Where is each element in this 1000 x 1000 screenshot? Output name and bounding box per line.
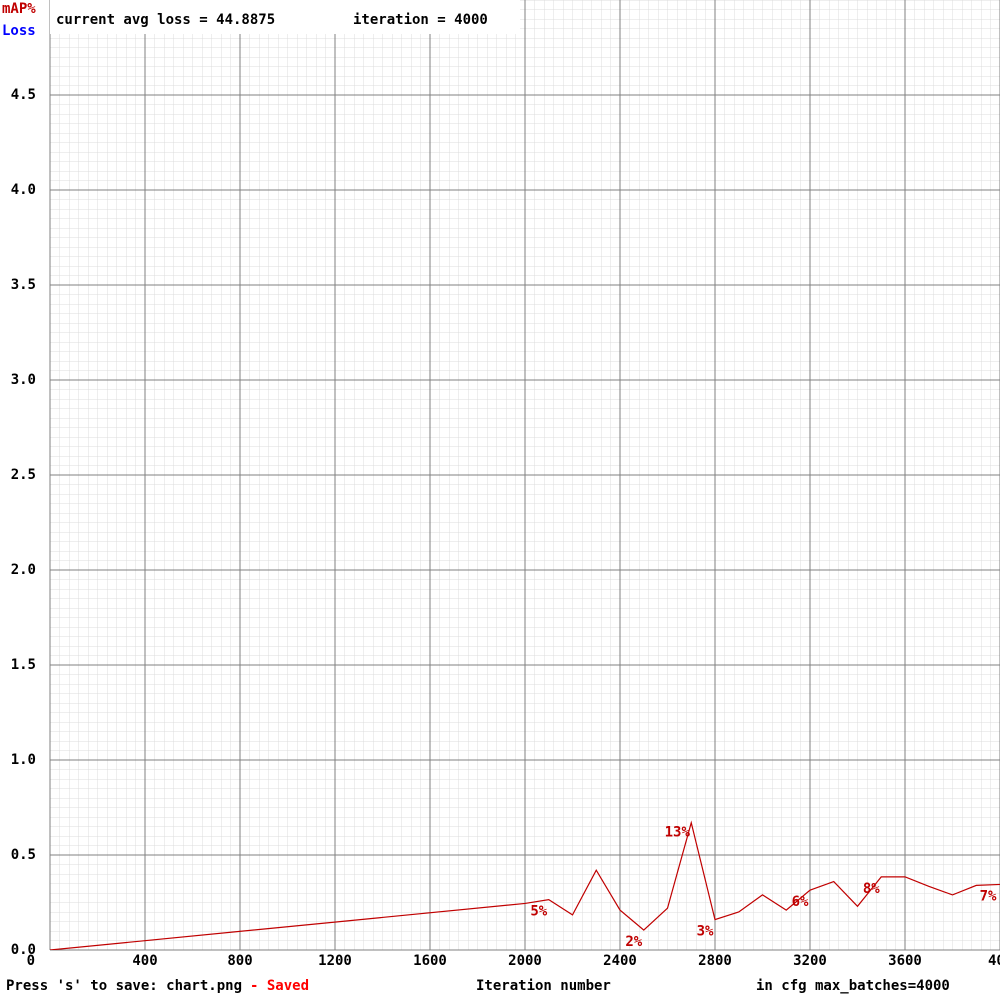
value-label: 2% xyxy=(625,934,642,950)
labels: 0.0 0.5 1.0 1.5 2.0 2.5 3.0 3.5 4.0 4.5 0 400 800 120… xyxy=(11,87,1000,969)
value-label: 5% xyxy=(530,904,547,920)
legend-map: mAP% xyxy=(2,1,36,17)
value-label: 7% xyxy=(980,888,997,904)
footer-left: Press 's' to save: chart.png xyxy=(6,978,242,994)
legend-loss: Loss xyxy=(2,23,36,39)
y-tick-label: 3.5 xyxy=(11,277,36,293)
y-tick-label: 4.5 xyxy=(11,87,36,103)
x-tick-label: 1600 xyxy=(413,953,447,969)
value-label: 8% xyxy=(863,881,880,897)
x-axis-label: Iteration number xyxy=(476,978,611,994)
y-tick-label: 0.0 xyxy=(11,942,36,958)
footer-right: in cfg max_batches=4000 xyxy=(756,978,950,994)
chart-title: current avg loss = 44.8875 xyxy=(56,12,275,28)
y-tick-label: 4.0 xyxy=(11,182,36,198)
x-tick-label: 3600 xyxy=(888,953,922,969)
grid xyxy=(49,0,1000,951)
x-tick-label: 2000 xyxy=(508,953,542,969)
y-tick-label: 1.0 xyxy=(11,752,36,768)
y-tick-label: 3.0 xyxy=(11,372,36,388)
title-box xyxy=(50,0,520,34)
x-tick-label: 2400 xyxy=(603,953,637,969)
marks xyxy=(50,820,1000,950)
y-tick-label: 1.5 xyxy=(11,657,36,673)
x-tick-label: 1200 xyxy=(318,953,352,969)
value-label: 3% xyxy=(697,924,714,940)
x-tick-label: 0 xyxy=(27,953,35,969)
x-tick-label: 400 xyxy=(132,953,157,969)
value-label: 13% xyxy=(665,825,691,841)
x-tick-label: 4000 xyxy=(988,953,1000,969)
y-tick-label: 2.0 xyxy=(11,562,36,578)
footer-status: - Saved xyxy=(250,978,309,994)
y-tick-label: 0.5 xyxy=(11,847,36,863)
chart-subtitle: iteration = 4000 xyxy=(353,12,488,28)
x-tick-label: 3200 xyxy=(793,953,827,969)
x-tick-label: 2800 xyxy=(698,953,732,969)
series-line xyxy=(50,820,1000,950)
x-tick-label: 800 xyxy=(227,953,252,969)
value-label: 6% xyxy=(792,894,809,910)
y-tick-label: 2.5 xyxy=(11,467,36,483)
